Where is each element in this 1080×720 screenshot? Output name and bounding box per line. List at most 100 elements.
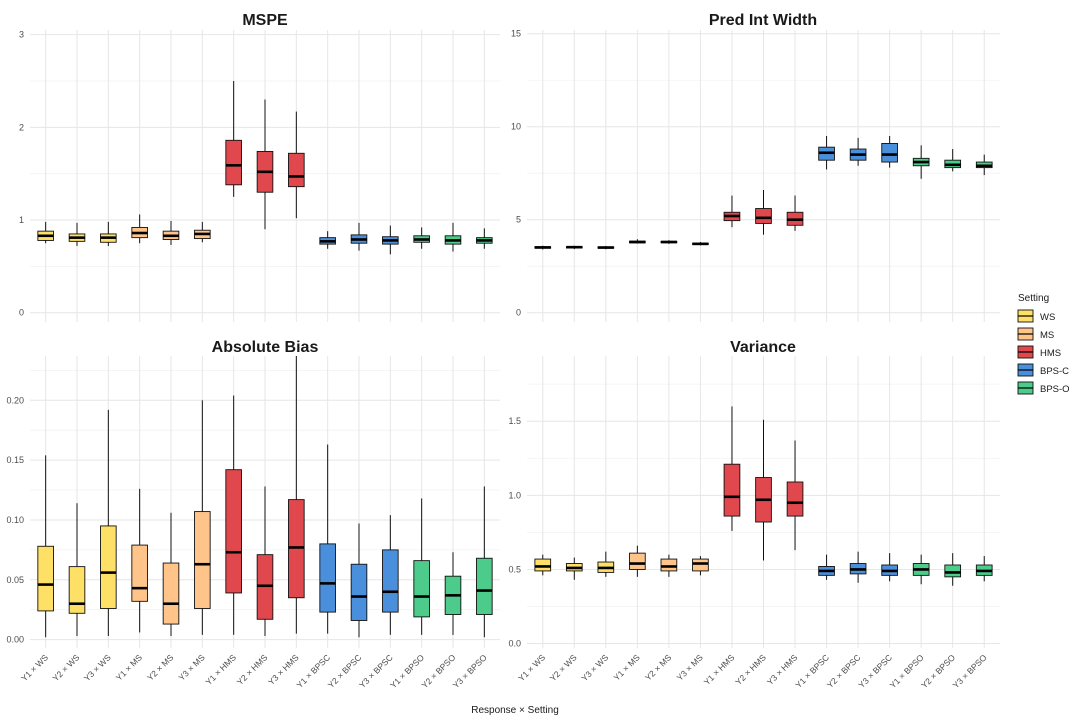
box-y2-ms bbox=[660, 240, 678, 244]
box-y1-bpsc bbox=[818, 554, 835, 580]
legend-label: BPS-C bbox=[1040, 366, 1069, 377]
box-y3-ms bbox=[194, 400, 211, 635]
box-y2-hms bbox=[755, 419, 772, 561]
box-y1-bpsc bbox=[818, 136, 835, 170]
legend-items: WS MS HMS BPS-C BPS-O bbox=[1017, 309, 1070, 395]
box-y2-hms bbox=[755, 189, 772, 235]
panel-variance: Variance 0.0 0.5 1.0 1.5 Y1 × WS Y2 × WS Y3 × W… bbox=[508, 339, 1000, 690]
iqr-box bbox=[131, 544, 148, 602]
box-y1-ws bbox=[534, 245, 552, 250]
x-tick-label: Y3 × MS bbox=[176, 652, 207, 683]
box-y1-bpso bbox=[413, 498, 430, 635]
box-y3-bpsc bbox=[881, 136, 898, 168]
legend-item-bps-o: BPS-O bbox=[1017, 381, 1070, 395]
iqr-box bbox=[37, 545, 54, 612]
box-y2-ms bbox=[162, 220, 180, 246]
y-tick-label: 3 bbox=[19, 30, 24, 40]
box-y2-bpso bbox=[944, 149, 962, 172]
y-tick-label: 0 bbox=[516, 308, 521, 318]
x-tick-label: Y3 × WS bbox=[82, 652, 113, 683]
legend: Setting WS MS HMS BPS-C BPS-O bbox=[1017, 293, 1070, 395]
box-y2-hms bbox=[256, 99, 274, 230]
box-y1-ms bbox=[629, 239, 646, 244]
x-axis-label: Response × Setting bbox=[471, 705, 559, 716]
panel-pred-int-width: Pred Int Width 0 5 10 15 bbox=[511, 12, 1000, 322]
box-y2-hms bbox=[256, 486, 274, 637]
y-tick-label: 15 bbox=[511, 29, 521, 39]
box-y1-ms bbox=[131, 488, 148, 633]
x-tick-label: Y2 × WS bbox=[548, 652, 579, 683]
box-y3-bpso bbox=[975, 154, 993, 176]
box-y1-bpsc bbox=[319, 231, 336, 249]
box-y1-ws bbox=[534, 554, 552, 576]
box-y3-ms bbox=[692, 556, 709, 576]
iqr-box bbox=[660, 558, 678, 572]
box-y3-hms bbox=[288, 356, 305, 634]
y-tick-label: 0.05 bbox=[6, 575, 24, 585]
box-y2-ws bbox=[68, 503, 86, 637]
y-tick-label: 0.00 bbox=[6, 635, 24, 645]
x-tick-label: Y3 × BPSO bbox=[451, 652, 489, 690]
y-tick-label: 10 bbox=[511, 122, 521, 132]
y-tick-label: 1 bbox=[19, 215, 24, 225]
x-tick-label: Y1 × WS bbox=[516, 652, 547, 683]
iqr-box bbox=[692, 558, 709, 572]
legend-label: WS bbox=[1040, 312, 1055, 323]
box-y2-bpsc bbox=[849, 551, 867, 583]
box-y3-ws bbox=[100, 221, 117, 246]
y-tick-label: 0 bbox=[19, 308, 24, 318]
iqr-box bbox=[534, 558, 552, 572]
box-y3-ms bbox=[692, 242, 709, 246]
box-y1-bpso bbox=[413, 227, 430, 249]
iqr-box bbox=[225, 469, 242, 594]
y-tick-label: 0.0 bbox=[508, 639, 521, 649]
box-y1-bpsc bbox=[319, 444, 336, 634]
panel-title: MSPE bbox=[242, 12, 288, 29]
x-tick-label: Y1 × WS bbox=[19, 652, 50, 683]
iqr-box bbox=[100, 525, 117, 609]
y-tick-label: 5 bbox=[516, 215, 521, 225]
y-tick-label: 2 bbox=[19, 122, 24, 132]
iqr-box bbox=[288, 152, 305, 188]
box-y3-bpsc bbox=[382, 515, 399, 635]
panel-title: Variance bbox=[730, 339, 796, 356]
legend-item-ms: MS bbox=[1017, 327, 1054, 341]
box-y2-bpsc bbox=[350, 222, 368, 251]
box-y2-ws bbox=[565, 245, 583, 250]
box-y3-ws bbox=[597, 551, 615, 577]
legend-title: Setting bbox=[1018, 293, 1049, 304]
box-y3-ws bbox=[100, 409, 117, 637]
box-y1-ms bbox=[629, 545, 646, 577]
box-y2-ws bbox=[565, 557, 583, 580]
x-tick-label: Y3 × BPSO bbox=[951, 652, 989, 690]
box-y1-ws bbox=[37, 221, 54, 244]
y-tick-label: 0.20 bbox=[6, 395, 24, 405]
legend-item-hms: HMS bbox=[1017, 345, 1061, 359]
box-y3-ws bbox=[597, 245, 615, 250]
y-tick-label: 0.15 bbox=[6, 455, 24, 465]
legend-label: HMS bbox=[1040, 348, 1061, 359]
panels-layer: MSPE 0 1 2 3 Pred Int Width 0 5 10 15 Absolute Bia… bbox=[6, 12, 1000, 690]
iqr-box bbox=[881, 143, 898, 163]
box-y3-bpsc bbox=[881, 553, 898, 582]
iqr-box bbox=[755, 208, 772, 224]
iqr-box bbox=[162, 562, 180, 625]
x-tick-label: Y1 × MS bbox=[611, 652, 642, 683]
iqr-box bbox=[194, 511, 211, 609]
x-tick-label: Y2 × HMS bbox=[235, 652, 270, 687]
panel-mspe: MSPE 0 1 2 3 bbox=[19, 12, 500, 322]
panel-absolute-bias: Absolute Bias 0.00 0.05 0.10 0.15 0.20 Y1 × WS… bbox=[6, 339, 500, 690]
y-tick-label: 1.0 bbox=[508, 490, 521, 500]
legend-item-bps-c: BPS-C bbox=[1017, 363, 1069, 377]
box-y1-bpso bbox=[912, 145, 930, 179]
iqr-box bbox=[723, 463, 741, 517]
iqr-box bbox=[944, 564, 962, 578]
box-y1-hms bbox=[225, 395, 242, 635]
box-y1-hms bbox=[225, 80, 242, 197]
box-y3-ms bbox=[194, 221, 211, 243]
x-tick-label: Y1 × MS bbox=[114, 652, 145, 683]
x-tick-label: Y2 × HMS bbox=[733, 652, 768, 687]
box-y3-bpso bbox=[476, 486, 493, 638]
box-y1-ws bbox=[37, 455, 54, 638]
